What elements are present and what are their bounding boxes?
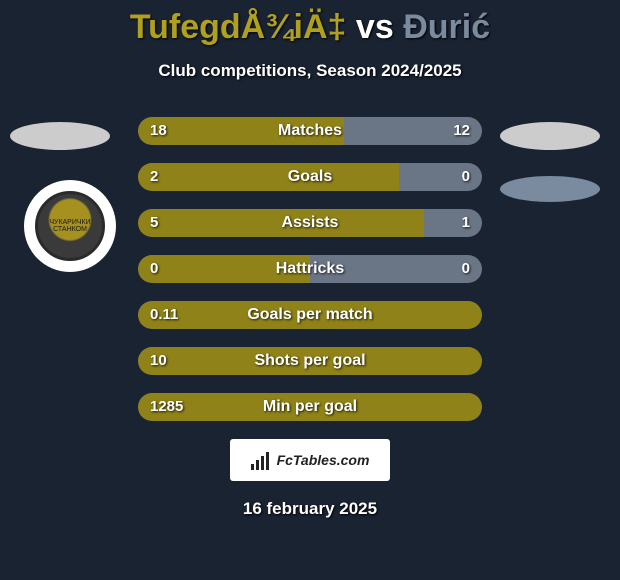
stat-label: Matches — [138, 117, 482, 145]
stat-row-goals: 20Goals — [138, 163, 482, 191]
vs-text: vs — [356, 8, 394, 46]
stat-label: Min per goal — [138, 393, 482, 421]
stat-label: Shots per goal — [138, 347, 482, 375]
stat-row-matches: 1812Matches — [138, 117, 482, 145]
stat-row-hattricks: 00Hattricks — [138, 255, 482, 283]
stat-row-goals-per-match: 0.11Goals per match — [138, 301, 482, 329]
player2-name: Đurić — [403, 8, 490, 46]
stat-label: Assists — [138, 209, 482, 237]
stat-label: Goals per match — [138, 301, 482, 329]
page-title: TufegdÅ¾iÄ‡ vs Đurić — [0, 0, 620, 47]
player1-name: TufegdÅ¾iÄ‡ — [130, 8, 347, 46]
brand-text: FcTables.com — [277, 452, 370, 468]
club-badge-text: ЧУКАРИЧКИ СТАНКОМ — [35, 191, 105, 261]
date-text: 16 february 2025 — [0, 499, 620, 519]
stat-label: Goals — [138, 163, 482, 191]
brand-chart-icon — [251, 450, 271, 470]
brand-box[interactable]: FcTables.com — [230, 439, 390, 481]
player1-club-badge: ЧУКАРИЧКИ СТАНКОМ — [24, 180, 116, 272]
stat-label: Hattricks — [138, 255, 482, 283]
stat-row-min-per-goal: 1285Min per goal — [138, 393, 482, 421]
subtitle: Club competitions, Season 2024/2025 — [0, 61, 620, 81]
stat-row-assists: 51Assists — [138, 209, 482, 237]
player2-photo-placeholder — [500, 122, 600, 150]
stats-bars: 1812Matches 20Goals 51Assists 00Hattricks 0.… — [138, 117, 482, 421]
player1-photo-placeholder — [10, 122, 110, 150]
player2-club-placeholder — [500, 176, 600, 202]
stat-row-shots-per-goal: 10Shots per goal — [138, 347, 482, 375]
